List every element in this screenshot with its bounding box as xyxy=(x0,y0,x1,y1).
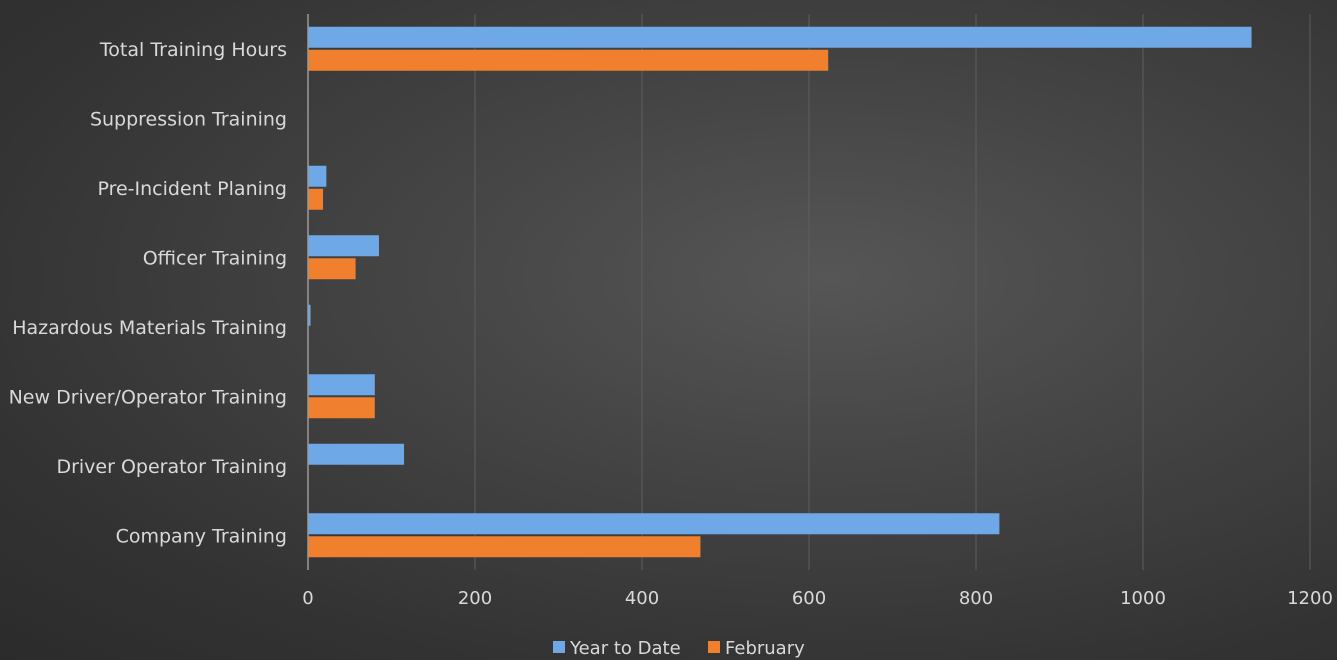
x-tick-label-200: 200 xyxy=(458,588,492,609)
x-tick-label-0: 0 xyxy=(302,588,313,609)
bar-february-0 xyxy=(308,49,829,71)
x-tick-label-600: 600 xyxy=(792,588,826,609)
legend-swatch-0 xyxy=(553,641,565,653)
bar-year-to-date-5 xyxy=(308,374,375,396)
bar-year-to-date-4 xyxy=(308,304,311,326)
bar-february-7 xyxy=(308,536,701,558)
bar-year-to-date-3 xyxy=(308,235,379,257)
category-label: New Driver/Operator Training xyxy=(9,386,287,408)
legend-swatch-1 xyxy=(708,641,720,653)
legend: Year to Date February xyxy=(553,638,805,659)
x-axis-tick-labels: 0 200 400 600 800 1000 1200 xyxy=(302,588,1333,609)
bar-year-to-date-0 xyxy=(308,26,1252,48)
category-label: Total Training Hours xyxy=(99,39,287,61)
category-labels: Total Training Hours Suppression Training… xyxy=(9,39,287,548)
bar-february-3 xyxy=(308,258,356,280)
category-label: Company Training xyxy=(116,525,287,547)
category-label: Driver Operator Training xyxy=(56,456,287,478)
x-tick-label-1200: 1200 xyxy=(1287,588,1333,609)
x-tick-label-800: 800 xyxy=(959,588,993,609)
x-tick-label-400: 400 xyxy=(625,588,659,609)
category-label: Hazardous Materials Training xyxy=(12,317,287,339)
bar-year-to-date-7 xyxy=(308,513,1000,535)
category-label: Pre-Incident Planing xyxy=(97,178,287,200)
x-tick-label-1000: 1000 xyxy=(1120,588,1166,609)
legend-label-0: Year to Date xyxy=(569,638,681,659)
bar-year-to-date-6 xyxy=(308,443,405,465)
bar-february-2 xyxy=(308,188,324,210)
category-label: Officer Training xyxy=(143,247,287,269)
bar-february-5 xyxy=(308,397,375,419)
bar-year-to-date-2 xyxy=(308,165,327,187)
gridlines xyxy=(474,14,1311,570)
bars xyxy=(308,26,1252,558)
category-label: Suppression Training xyxy=(90,108,287,130)
legend-label-1: February xyxy=(725,638,805,659)
